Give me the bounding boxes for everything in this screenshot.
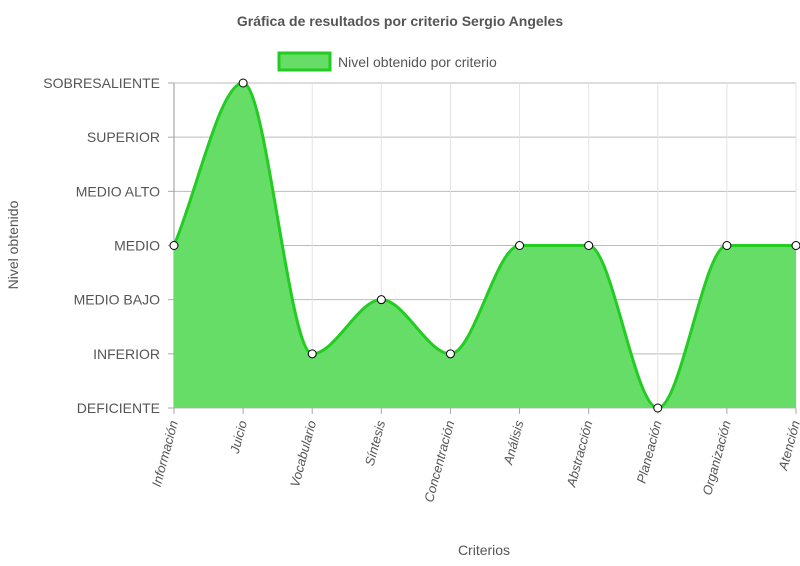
x-tick-label: Organización [699,419,733,497]
y-tick-label: SUPERIOR [87,129,160,145]
y-axis-label: Nivel obtenido [5,200,21,289]
data-point[interactable] [584,241,594,250]
data-point[interactable] [307,349,317,359]
x-tick-label: Información [149,419,181,488]
y-tick-label: DEFICIENTE [77,400,160,416]
y-tick-label: MEDIO [114,238,160,254]
x-axis-label: Criterios [458,542,510,558]
legend-label: Nivel obtenido por criterio [338,54,497,70]
legend[interactable]: Nivel obtenido por criterio [277,51,497,72]
x-tick-label: Concentración [421,419,457,504]
data-points[interactable] [169,78,800,413]
data-point[interactable] [791,241,800,250]
x-tick-label: Análisis [500,418,526,467]
y-tick-label: INFERIOR [93,346,160,362]
data-point[interactable] [169,241,179,250]
x-tick-label: Vocabulario [287,419,319,489]
x-axis-ticks: Información Juicio Vocabulario Síntesis Conc… [149,418,800,503]
x-tick-label: Juicio [227,419,250,456]
chart-title: Gráfica de resultados por criterio Sergi… [237,13,563,29]
legend-swatch [277,51,332,72]
data-point[interactable] [238,78,248,88]
data-point[interactable] [722,241,732,250]
series-line [172,81,796,410]
y-tick-label: SOBRESALIENTE [43,75,160,91]
x-tick-label: Síntesis [362,418,389,467]
data-point[interactable] [376,295,386,305]
y-tick-label: MEDIO ALTO [76,183,160,199]
x-tick-label: Abstracción [563,419,595,489]
data-point[interactable] [515,241,525,250]
y-tick-label: MEDIO BAJO [74,292,160,308]
y-axis-ticks: DEFICIENTE INFERIOR MEDIO BAJO MEDIO MEDIO A… [43,75,160,416]
x-tick-label: Atención [775,419,800,473]
data-point[interactable] [445,349,455,359]
x-tick-label: Planeación [634,419,665,485]
series-area [174,83,796,408]
data-point[interactable] [653,403,663,413]
